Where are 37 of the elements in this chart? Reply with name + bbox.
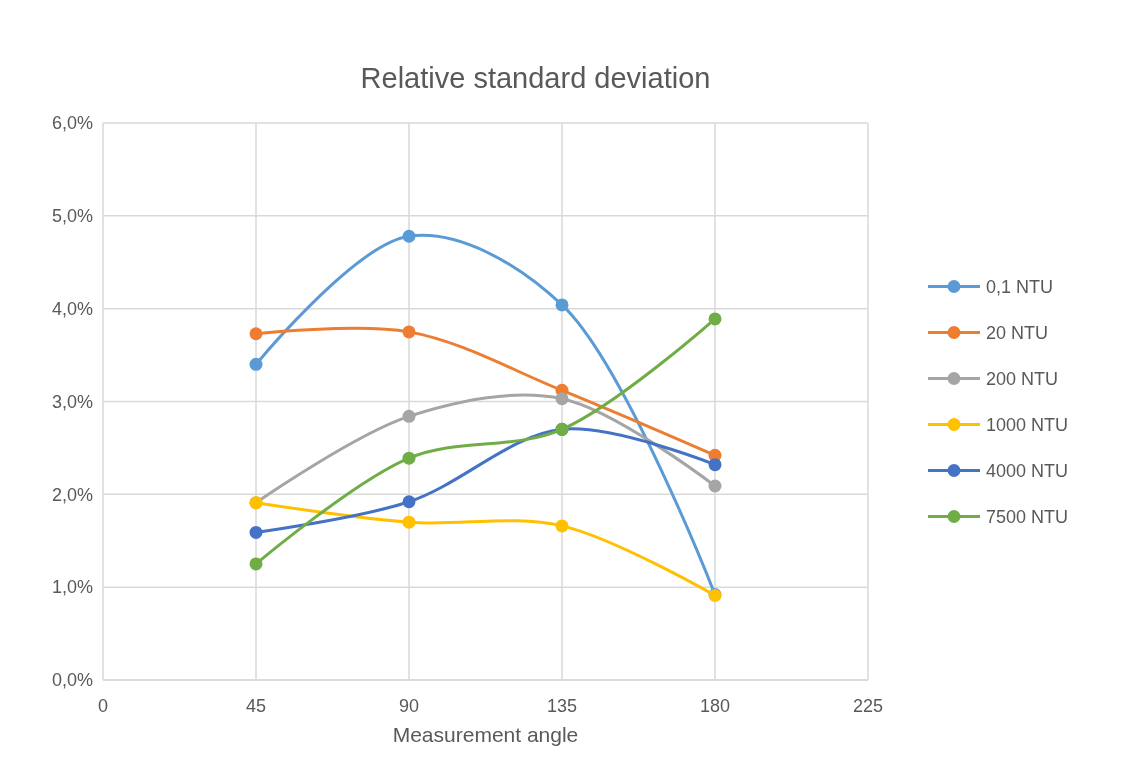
x-tick-label: 0 (97, 696, 109, 716)
y-tick-label: 2,0% (51, 484, 93, 505)
point (708, 458, 722, 472)
point (555, 298, 569, 312)
chart-title: Relative standard deviation (360, 62, 711, 94)
y-tick-label: 6,0% (51, 113, 93, 134)
legend-label: 200 NTU (986, 368, 1059, 389)
point (708, 479, 722, 493)
legend-label: 7500 NTU (986, 506, 1069, 527)
y-tick-label: 4,0% (51, 298, 93, 319)
x-tick-label: 225 (852, 696, 884, 716)
point (402, 229, 416, 243)
legend-label: 0,1 NTU (986, 276, 1054, 297)
point (402, 515, 416, 529)
x-tick-label: 45 (245, 696, 267, 716)
point (402, 409, 416, 423)
point (402, 451, 416, 465)
y-tick-label: 3,0% (51, 391, 93, 412)
x-axis-title: Measurement angle (392, 723, 579, 746)
point (708, 312, 722, 326)
y-tick-label: 0,0% (51, 670, 93, 691)
point (402, 325, 416, 339)
y-tick-label: 5,0% (51, 206, 93, 227)
point (555, 519, 569, 533)
point (555, 392, 569, 406)
point (249, 525, 263, 539)
point (249, 557, 263, 571)
legend-label: 20 NTU (986, 322, 1049, 343)
x-tick-label: 90 (398, 696, 420, 716)
legend-label: 4000 NTU (986, 460, 1069, 481)
point (249, 357, 263, 371)
point (402, 495, 416, 509)
y-tick-label: 1,0% (51, 577, 93, 598)
x-tick-label: 135 (546, 696, 578, 716)
legend-label: 1000 NTU (986, 414, 1069, 435)
point (249, 327, 263, 341)
x-tick-label: 180 (699, 696, 731, 716)
